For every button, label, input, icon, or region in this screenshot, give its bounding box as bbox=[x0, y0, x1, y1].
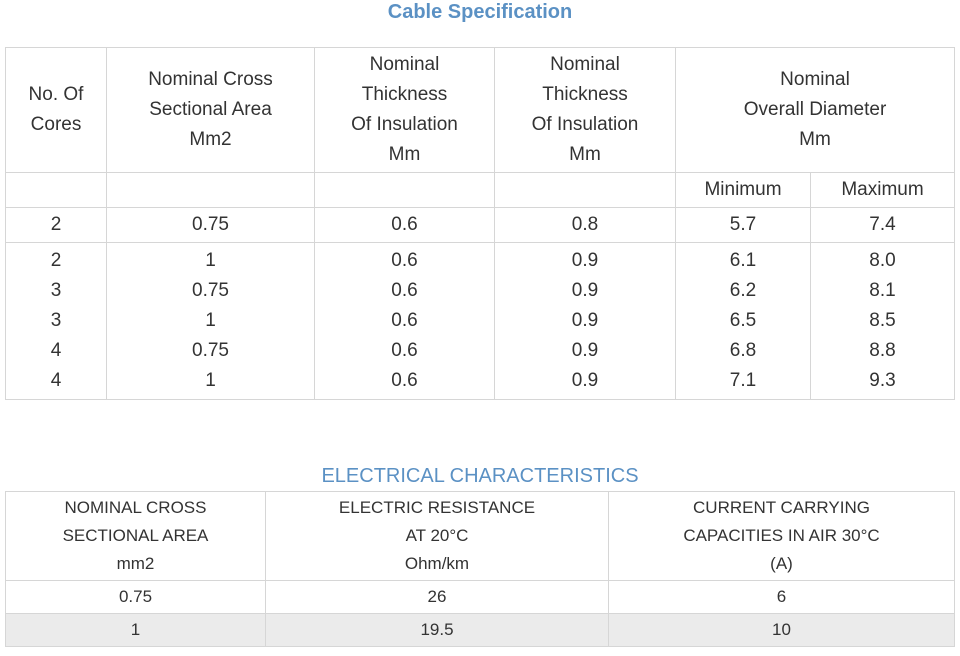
cell-diameter-max: 8.1 bbox=[809, 276, 956, 306]
header-line: CURRENT CARRYING bbox=[693, 498, 870, 517]
header-nominal-overall-diameter: Nominal Overall Diameter Mm bbox=[674, 47, 956, 173]
cell-thickness-a: 0.6 bbox=[314, 207, 495, 243]
electrical-characteristics-title: ELECTRICAL CHARACTERISTICS bbox=[321, 465, 639, 487]
cell-diameter-max: 7.4 bbox=[809, 207, 956, 243]
table-row: 4 0.75 0.6 0.9 6.8 8.8 bbox=[5, 336, 956, 366]
subheader-maximum: Maximum bbox=[809, 172, 956, 208]
cell-thickness-b: 0.8 bbox=[494, 207, 676, 243]
cell-thickness-b: 0.9 bbox=[494, 336, 676, 366]
subheader-minimum: Minimum bbox=[675, 172, 811, 208]
header-electric-resistance: ELECTRIC RESISTANCE AT 20°C Ohm/km bbox=[265, 491, 609, 581]
cell-area: 1 bbox=[106, 242, 315, 276]
header-nominal-cross-sectional-area: NOMINAL CROSS SECTIONAL AREA mm2 bbox=[5, 491, 266, 581]
cell-thickness-a: 0.6 bbox=[314, 306, 495, 336]
cell-thickness-b: 0.9 bbox=[494, 242, 676, 276]
table-row: 3 1 0.6 0.9 6.5 8.5 bbox=[5, 306, 956, 336]
header-nominal-thickness-insulation-2: Nominal Thickness Of Insulation Mm bbox=[494, 47, 676, 173]
cell-current: 6 bbox=[608, 580, 955, 614]
header-nominal-cross-sectional-area: Nominal Cross Sectional Area Mm2 bbox=[106, 47, 315, 173]
cell-thickness-a: 0.6 bbox=[314, 366, 495, 400]
header-line: Nominal bbox=[550, 54, 620, 75]
subheader-empty bbox=[494, 172, 676, 208]
cell-cores: 4 bbox=[5, 336, 107, 366]
header-nominal-thickness-insulation: Nominal Thickness Of Insulation Mm bbox=[314, 47, 495, 173]
cell-area: 0.75 bbox=[106, 276, 315, 306]
electrical-characteristics-table: NOMINAL CROSS SECTIONAL AREA mm2 ELECTRI… bbox=[5, 491, 955, 647]
header-line: Mm bbox=[388, 144, 421, 165]
header-line: Mm2 bbox=[189, 129, 232, 150]
cell-cores: 3 bbox=[5, 276, 107, 306]
table-row: 2 1 0.6 0.9 6.1 8.0 bbox=[5, 242, 956, 276]
spec-subheader-row: Minimum Maximum bbox=[5, 172, 956, 208]
cell-thickness-a: 0.6 bbox=[314, 336, 495, 366]
table-row: 4 1 0.6 0.9 7.1 9.3 bbox=[5, 366, 956, 400]
subheader-empty bbox=[5, 172, 107, 208]
table-row: 1 19.5 10 bbox=[5, 613, 955, 647]
cell-diameter-max: 9.3 bbox=[809, 366, 956, 400]
cell-diameter-min: 7.1 bbox=[675, 366, 811, 400]
header-line: Overall Diameter bbox=[743, 99, 887, 120]
cell-thickness-b: 0.9 bbox=[494, 366, 676, 400]
spec-header-row: No. Of Cores Nominal Cross Sectional Are… bbox=[5, 47, 956, 173]
header-current-carrying-capacities: CURRENT CARRYING CAPACITIES IN AIR 30°C … bbox=[608, 491, 955, 581]
cell-cores: 4 bbox=[5, 366, 107, 400]
cell-cores: 2 bbox=[5, 242, 107, 276]
cell-area: 0.75 bbox=[106, 336, 315, 366]
subheader-empty bbox=[314, 172, 495, 208]
header-no-of-cores: No. Of Cores bbox=[5, 47, 107, 173]
header-line: Ohm/km bbox=[404, 554, 470, 573]
cell-area: 1 bbox=[5, 613, 266, 647]
header-line: Thickness bbox=[361, 84, 448, 105]
cell-thickness-b: 0.9 bbox=[494, 276, 676, 306]
subheader-empty bbox=[106, 172, 315, 208]
header-line: Thickness bbox=[542, 84, 628, 105]
cell-area: 0.75 bbox=[5, 580, 266, 614]
cell-diameter-max: 8.5 bbox=[809, 306, 956, 336]
header-line: Of Insulation bbox=[351, 114, 458, 135]
header-line: Of Insulation bbox=[531, 114, 639, 135]
header-line: Sectional Area bbox=[149, 99, 272, 120]
header-line: No. Of bbox=[28, 84, 84, 105]
header-line: SECTIONAL AREA bbox=[62, 526, 209, 545]
header-line: (A) bbox=[770, 554, 793, 573]
header-line: Nominal bbox=[369, 54, 440, 75]
table-row: 2 0.75 0.6 0.8 5.7 7.4 bbox=[5, 207, 956, 243]
cell-cores: 2 bbox=[5, 207, 107, 243]
header-line: mm2 bbox=[116, 554, 155, 573]
cell-cores: 3 bbox=[5, 306, 107, 336]
header-line: Mm bbox=[799, 129, 831, 150]
header-line: Mm bbox=[569, 144, 601, 165]
cell-diameter-max: 8.0 bbox=[809, 242, 956, 276]
header-line: NOMINAL CROSS bbox=[64, 498, 207, 517]
cell-diameter-min: 6.8 bbox=[675, 336, 811, 366]
header-line: AT 20°C bbox=[405, 526, 469, 545]
electrical-header-row: NOMINAL CROSS SECTIONAL AREA mm2 ELECTRI… bbox=[5, 491, 955, 581]
cell-thickness-a: 0.6 bbox=[314, 276, 495, 306]
cell-diameter-min: 5.7 bbox=[675, 207, 811, 243]
cell-area: 1 bbox=[106, 306, 315, 336]
cell-diameter-min: 6.5 bbox=[675, 306, 811, 336]
header-line: CAPACITIES IN AIR 30°C bbox=[683, 526, 880, 545]
cell-diameter-max: 8.8 bbox=[809, 336, 956, 366]
header-line: ELECTRIC RESISTANCE bbox=[338, 498, 536, 517]
cable-specification-title: Cable Specification bbox=[387, 1, 573, 23]
header-line: Nominal Cross bbox=[148, 69, 273, 90]
cable-specification-table: No. Of Cores Nominal Cross Sectional Are… bbox=[5, 47, 956, 400]
cell-area: 1 bbox=[106, 366, 315, 400]
cell-diameter-min: 6.1 bbox=[675, 242, 811, 276]
cell-area: 0.75 bbox=[106, 207, 315, 243]
cell-thickness-a: 0.6 bbox=[314, 242, 495, 276]
cell-current: 10 bbox=[608, 613, 955, 647]
table-row: 0.75 26 6 bbox=[5, 580, 955, 614]
table-row: 3 0.75 0.6 0.9 6.2 8.1 bbox=[5, 276, 956, 306]
cell-thickness-b: 0.9 bbox=[494, 306, 676, 336]
cell-resistance: 26 bbox=[265, 580, 609, 614]
cell-diameter-min: 6.2 bbox=[675, 276, 811, 306]
header-line: Nominal bbox=[780, 69, 850, 90]
cell-resistance: 19.5 bbox=[265, 613, 609, 647]
header-line: Cores bbox=[30, 114, 82, 135]
